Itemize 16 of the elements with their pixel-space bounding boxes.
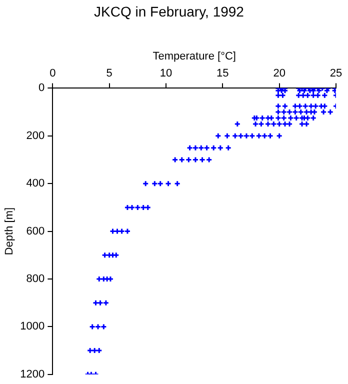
y-tick-label: 1200 xyxy=(20,368,45,380)
y-tick-label: 800 xyxy=(26,273,45,286)
y-tick-label: 600 xyxy=(26,225,45,238)
x-tick-label: 5 xyxy=(106,68,112,80)
x-tick-label: 15 xyxy=(216,68,229,80)
x-tick-label: 10 xyxy=(160,68,172,80)
x-axis-title: Temperature [°C] xyxy=(152,50,236,62)
x-tick-label: 0 xyxy=(50,68,56,80)
chart-title: JKCQ in February, 1992 xyxy=(94,3,244,20)
x-tick-label: 25 xyxy=(330,68,342,80)
y-tick-label: 200 xyxy=(26,130,45,142)
y-tick-label: 0 xyxy=(38,82,45,94)
y-tick-label: 400 xyxy=(26,178,45,190)
y-axis-title: Depth [m] xyxy=(4,207,16,256)
x-tick-label: 20 xyxy=(273,68,286,80)
y-tick-label: 1000 xyxy=(20,320,45,333)
